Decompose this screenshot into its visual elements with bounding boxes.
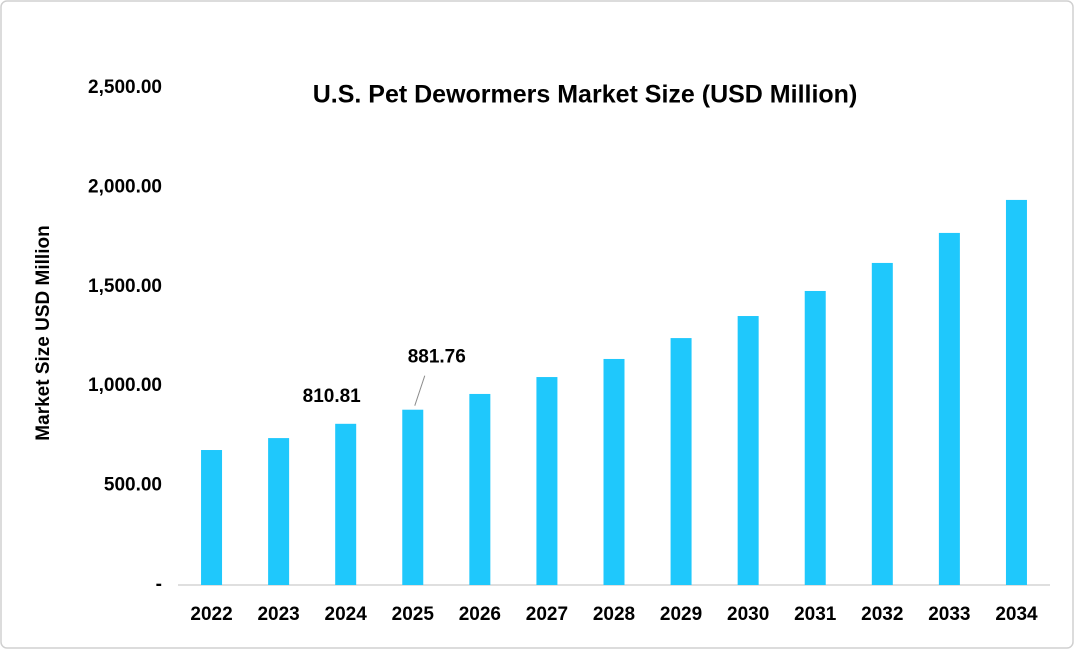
x-tick-label: 2022 <box>190 604 232 625</box>
data-label: 881.76 <box>408 347 466 368</box>
bar <box>268 438 290 585</box>
x-tick-label: 2029 <box>660 604 702 625</box>
bar <box>871 262 893 585</box>
bar <box>536 377 558 585</box>
bar <box>402 409 424 585</box>
x-tick-label: 2028 <box>593 604 635 625</box>
x-tick-label: 2031 <box>794 604 837 625</box>
y-tick-label: 2,000.00 <box>88 176 162 197</box>
y-tick-label: 1,500.00 <box>88 276 162 297</box>
x-tick-label: 2033 <box>928 604 970 625</box>
y-tick-label: 500.00 <box>104 475 162 496</box>
x-tick-label: 2027 <box>526 604 568 625</box>
bar <box>737 316 759 585</box>
bar <box>804 290 826 585</box>
bar <box>603 358 625 585</box>
y-tick-label: - <box>156 574 162 595</box>
bar <box>1005 199 1027 586</box>
bar <box>469 393 491 585</box>
data-label: 810.81 <box>303 386 362 407</box>
x-tick-label: 2023 <box>257 604 299 625</box>
y-tick-label: 2,500.00 <box>88 77 162 98</box>
chart-title: U.S. Pet Dewormers Market Size (USD Mill… <box>313 81 858 109</box>
bar <box>335 423 357 585</box>
x-tick-label: 2032 <box>861 604 903 625</box>
bar <box>670 338 692 585</box>
x-tick-label: 2026 <box>459 604 501 625</box>
y-axis-title: Market Size USD Million <box>33 225 54 440</box>
x-tick-label: 2024 <box>325 604 368 625</box>
y-tick-label: 1,000.00 <box>88 375 162 396</box>
x-tick-label: 2034 <box>995 604 1038 625</box>
bar <box>201 450 223 585</box>
leader-line <box>414 375 426 406</box>
x-tick-label: 2025 <box>392 604 435 625</box>
bar <box>938 232 960 585</box>
x-tick-label: 2030 <box>727 604 769 625</box>
